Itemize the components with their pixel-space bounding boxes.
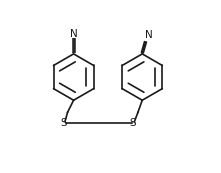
Text: S: S bbox=[130, 118, 136, 128]
Text: N: N bbox=[70, 29, 78, 39]
Text: N: N bbox=[145, 30, 153, 40]
Text: S: S bbox=[60, 118, 67, 128]
